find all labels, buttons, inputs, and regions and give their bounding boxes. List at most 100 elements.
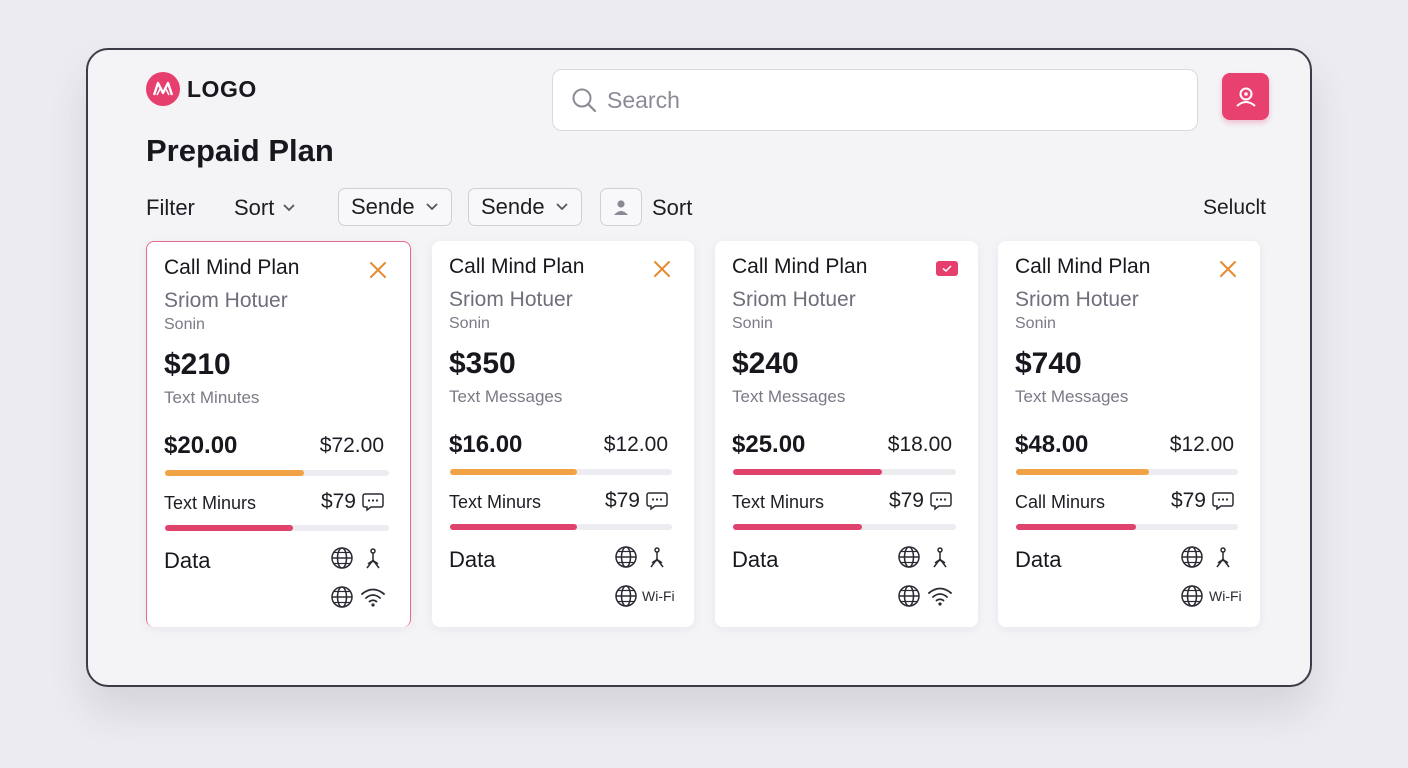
globe-icon <box>898 585 920 607</box>
search-input[interactable]: Search <box>552 69 1198 131</box>
plan-price-label: Text Messages <box>732 387 846 406</box>
globe-icon <box>898 546 920 568</box>
antenna-icon <box>933 547 947 568</box>
data-label: Data <box>1015 547 1062 572</box>
minutes-value: $79 <box>321 490 384 514</box>
chat-bubble-icon <box>1212 492 1234 511</box>
page-title: Prepaid Plan <box>146 133 334 168</box>
dropdown-value: Sende <box>481 194 545 219</box>
minutes-price: $79 <box>888 489 924 512</box>
usage-bar-fill <box>165 470 304 476</box>
globe-icon <box>1181 546 1203 568</box>
minutes-price: $79 <box>320 490 356 513</box>
plan-title: Call Mind Plan <box>449 255 585 278</box>
plan-title: Call Mind Plan <box>732 255 868 278</box>
minutes-bar <box>450 524 672 530</box>
select-button[interactable]: Seluclt <box>1202 196 1266 219</box>
user-icon <box>614 200 628 215</box>
plan-card[interactable]: Call Mind Plan Sriom Hotuer Sonin $740 T… <box>998 241 1260 627</box>
antenna-icon <box>1216 547 1230 568</box>
filter-toolbar: Filter Sort Sende Sende Sort Seluclt <box>146 188 1266 226</box>
usage-bar <box>165 470 389 476</box>
minutes-label: Text Minurs <box>449 492 542 512</box>
minutes-bar-fill <box>733 524 863 530</box>
close-icon[interactable] <box>1218 259 1238 279</box>
amount-secondary: $18.00 <box>887 433 952 456</box>
minutes-price: $79 <box>1170 489 1206 512</box>
plan-price: $740 <box>1015 347 1082 380</box>
globe-icon <box>1181 585 1203 607</box>
data-label: Data <box>732 547 779 572</box>
plan-subtitle-secondary: Sonin <box>1015 315 1056 332</box>
plan-subtitle-secondary: Sonin <box>732 315 773 332</box>
logo[interactable]: LOGO <box>146 72 257 106</box>
usage-bar <box>450 469 672 475</box>
plan-price-label: Text Minutes <box>164 388 260 407</box>
amount-secondary: $12.00 <box>1169 433 1234 456</box>
plan-subtitle-secondary: Sonin <box>164 316 205 333</box>
dropdown-value: Sende <box>351 194 415 219</box>
close-icon[interactable] <box>368 260 388 280</box>
minutes-value: $79 <box>889 489 952 513</box>
plan-card[interactable]: Call Mind Plan Sriom Hotuer Sonin $240 T… <box>715 241 978 627</box>
plan-price: $210 <box>164 348 231 381</box>
chevron-down-icon <box>283 204 295 212</box>
wifi-label: Wi-Fi <box>642 588 675 604</box>
minutes-bar <box>733 524 956 530</box>
logo-mark-icon <box>146 72 180 106</box>
profile-button[interactable] <box>1222 73 1269 120</box>
wifi-label: Wi-Fi <box>1209 588 1242 604</box>
amount-primary: $48.00 <box>1015 431 1089 458</box>
globe-icon <box>615 585 637 607</box>
minutes-bar <box>165 525 389 531</box>
plan-subtitle: Sriom Hotuer <box>1015 288 1139 311</box>
wifi-icon <box>928 587 952 606</box>
minutes-value: $79 <box>1171 489 1234 513</box>
usage-bar <box>1016 469 1238 475</box>
plan-card[interactable]: Call Mind Plan Sriom Hotuer Sonin $350 T… <box>432 241 694 627</box>
minutes-bar-fill <box>450 524 577 530</box>
user-profile-icon <box>1235 87 1256 107</box>
plan-price: $350 <box>449 347 516 380</box>
chevron-down-icon <box>555 203 568 211</box>
search-icon <box>572 88 597 113</box>
antenna-icon <box>366 548 380 569</box>
plan-title: Call Mind Plan <box>1015 255 1151 278</box>
close-icon[interactable] <box>652 259 672 279</box>
minutes-label: Text Minurs <box>164 493 257 513</box>
chat-bubble-icon <box>646 492 668 511</box>
sende-dropdown-1[interactable]: Sende <box>338 188 452 226</box>
plan-price-label: Text Messages <box>1015 387 1129 406</box>
chevron-down-icon <box>425 203 438 211</box>
plan-price-label: Text Messages <box>449 387 563 406</box>
sort-label: Sort <box>234 195 275 220</box>
wifi-icon <box>361 588 385 607</box>
sort-button[interactable]: Sort <box>652 195 693 220</box>
user-filter-button[interactable] <box>600 188 642 226</box>
chat-bubble-icon <box>930 492 952 511</box>
usage-bar <box>733 469 956 475</box>
usage-bar-fill <box>1016 469 1150 475</box>
plan-price: $240 <box>732 347 799 380</box>
usage-bar-fill <box>450 469 577 475</box>
plan-card[interactable]: Call Mind Plan Sriom Hotuer Sonin $210 T… <box>146 241 411 627</box>
app-window: LOGO Search Prepaid Plan Filter Sort Sen… <box>86 48 1312 687</box>
minutes-bar-fill <box>165 525 293 531</box>
sende-dropdown-2[interactable]: Sende <box>468 188 582 226</box>
globe-icon <box>331 586 353 608</box>
minutes-bar <box>1016 524 1238 530</box>
minutes-bar-fill <box>1016 524 1136 530</box>
minutes-label: Call Minurs <box>1015 492 1106 512</box>
usage-bar-fill <box>733 469 883 475</box>
sort-dropdown[interactable]: Sort <box>234 195 296 221</box>
globe-icon <box>615 546 637 568</box>
search-placeholder: Search <box>607 86 680 113</box>
plan-subtitle: Sriom Hotuer <box>164 289 288 312</box>
logo-text: LOGO <box>187 75 257 102</box>
globe-icon <box>331 547 353 569</box>
plan-subtitle: Sriom Hotuer <box>732 288 856 311</box>
badge-icon[interactable] <box>936 261 958 276</box>
plan-title: Call Mind Plan <box>164 256 300 279</box>
filter-button[interactable]: Filter <box>146 195 195 220</box>
minutes-label: Text Minurs <box>732 492 825 512</box>
